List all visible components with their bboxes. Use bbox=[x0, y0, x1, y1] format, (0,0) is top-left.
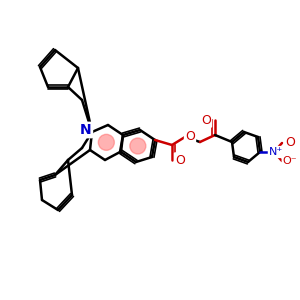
Text: N⁺: N⁺ bbox=[269, 147, 283, 157]
Text: O: O bbox=[185, 130, 195, 143]
Text: O: O bbox=[285, 136, 295, 149]
Circle shape bbox=[130, 138, 146, 154]
Text: O⁻: O⁻ bbox=[283, 156, 297, 166]
Text: N: N bbox=[80, 123, 92, 137]
Text: O: O bbox=[201, 113, 211, 127]
Text: O: O bbox=[175, 154, 185, 166]
Circle shape bbox=[98, 134, 114, 150]
